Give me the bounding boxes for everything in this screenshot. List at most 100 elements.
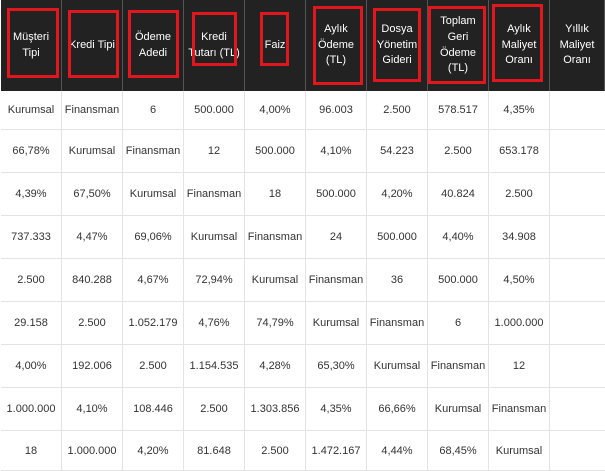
table-cell: 4,10% [306, 130, 367, 172]
table-cell: 578.517 [428, 91, 489, 129]
table-cell: Kurumsal [1, 91, 62, 129]
table-cell: 2.500 [245, 431, 306, 470]
column-header: Müşteri Tipi [1, 0, 62, 91]
table-cell: 2.500 [489, 173, 550, 215]
column-header: Ödeme Adedi [123, 0, 184, 91]
table-cell: Finansman [123, 130, 184, 172]
table-cell: 500.000 [428, 259, 489, 301]
table-cell: 1.154.535 [184, 345, 245, 387]
table-cell: Kurumsal [367, 345, 428, 387]
table-row: 1.000.000 4,10% 108.446 2.500 1.303.856 4,35%… [1, 388, 605, 431]
table-row: 4,00% 192.006 2.500 1.154.535 4,28% 65,30% Kur… [1, 345, 605, 388]
column-header: Toplam Geri Ödeme (TL) [428, 0, 489, 91]
table-cell: 1.303.856 [245, 388, 306, 430]
table-row: 29.158 2.500 1.052.179 4,76% 74,79% Kurumsal F… [1, 302, 605, 345]
table-cell: 96.003 [306, 91, 367, 129]
table-cell: 67,50% [62, 173, 123, 215]
table-cell: 81.648 [184, 431, 245, 470]
table-cell: 1.000.000 [1, 388, 62, 430]
table-cell: 6 [123, 91, 184, 129]
table-cell: Finansman [62, 91, 123, 129]
table-cell: Finansman [489, 388, 550, 430]
table-cell: Kurumsal [489, 431, 550, 470]
table-cell: 4,10% [62, 388, 123, 430]
table-cell: 2.500 [1, 259, 62, 301]
column-header: Faiz [245, 0, 306, 91]
column-header-label: Dosya Yönetim Gideri [376, 22, 418, 67]
table-cell: 1.052.179 [123, 302, 184, 344]
column-header: Aylık Ödeme (TL) [306, 0, 367, 91]
table-cell: 4,50% [489, 259, 550, 301]
table-row: 66,78% Kurumsal Finansman 12 500.000 4,10% 54.… [1, 130, 605, 173]
table-cell: 4,76% [184, 302, 245, 344]
table-cell: 54.223 [367, 130, 428, 172]
table-cell: 4,39% [1, 173, 62, 215]
table-cell: 1.000.000 [489, 302, 550, 344]
column-header-label: Yıllık Maliyet Oranı [559, 22, 595, 67]
table-cell: 4,00% [245, 91, 306, 129]
column-header: Yıllık Maliyet Oranı [550, 0, 605, 91]
table-cell: 840.288 [62, 259, 123, 301]
table-cell: 4,67% [123, 259, 184, 301]
table-cell: 4,35% [306, 388, 367, 430]
table-cell: 18 [1, 431, 62, 470]
table-cell: 4,20% [367, 173, 428, 215]
table-cell: 500.000 [306, 173, 367, 215]
table-header-row: Müşteri Tipi Kredi Tipi Ödeme Adedi Kredi T… [1, 0, 605, 91]
table-cell: Finansman [428, 345, 489, 387]
table-cell: Finansman [184, 173, 245, 215]
table-cell: 2.500 [123, 345, 184, 387]
column-header-label: Müşteri Tipi [12, 30, 50, 59]
table-cell: 500.000 [245, 130, 306, 172]
table-cell: Kurumsal [428, 388, 489, 430]
table-cell: 108.446 [123, 388, 184, 430]
table-cell: 74,79% [245, 302, 306, 344]
table-cell: 12 [489, 345, 550, 387]
column-header: Kredi Tutarı (TL) [184, 0, 245, 91]
table-cell: 500.000 [367, 216, 428, 258]
column-header-label: Kredi Tipi [69, 38, 115, 51]
column-header: Kredi Tipi [62, 0, 123, 91]
table-cell: 29.158 [1, 302, 62, 344]
table-cell: Finansman [367, 302, 428, 344]
column-header-label: Aylık Maliyet Oranı [501, 22, 537, 67]
table-row: 737.333 4,47% 69,06% Kurumsal Finansman 24 500… [1, 216, 605, 259]
table-cell: Finansman [306, 259, 367, 301]
table-cell: 1.000.000 [62, 431, 123, 470]
table-cell: 68,45% [428, 431, 489, 470]
column-header-label: Faiz [264, 38, 286, 51]
table-cell: 69,06% [123, 216, 184, 258]
column-header: Aylık Maliyet Oranı [489, 0, 550, 91]
table-cell: 4,00% [1, 345, 62, 387]
table-cell: 1.472.167 [306, 431, 367, 470]
column-header-label: Ödeme Adedi [134, 30, 172, 59]
table-cell: 2.500 [367, 91, 428, 129]
table-cell: 65,30% [306, 345, 367, 387]
table-cell: 12 [184, 130, 245, 172]
table-cell: 34.908 [489, 216, 550, 258]
column-header-label: Toplam Geri Ödeme (TL) [439, 14, 477, 75]
table-cell: 192.006 [62, 345, 123, 387]
table-cell: 4,47% [62, 216, 123, 258]
table-cell: Kurumsal [62, 130, 123, 172]
table-cell: 4,44% [367, 431, 428, 470]
table-cell: 66,66% [367, 388, 428, 430]
table-cell: 72,94% [184, 259, 245, 301]
table-cell: 2.500 [428, 130, 489, 172]
table-cell: 2.500 [62, 302, 123, 344]
table-cell: 500.000 [184, 91, 245, 129]
table-cell: Kurumsal [245, 259, 306, 301]
table-cell: Finansman [245, 216, 306, 258]
table-row: Kurumsal Finansman 6 500.000 4,00% 96.003 2.50… [1, 91, 605, 130]
column-header: Dosya Yönetim Gideri [367, 0, 428, 91]
table-cell: 4,20% [123, 431, 184, 470]
table-cell: 4,40% [428, 216, 489, 258]
table-cell: Kurumsal [306, 302, 367, 344]
table-row: 18 1.000.000 4,20% 81.648 2.500 1.472.167 4,44… [1, 431, 605, 471]
table-cell: 737.333 [1, 216, 62, 258]
table-cell: 6 [428, 302, 489, 344]
table-cell: 2.500 [184, 388, 245, 430]
table-cell: 4,35% [489, 91, 550, 129]
table-cell: 653.178 [489, 130, 550, 172]
